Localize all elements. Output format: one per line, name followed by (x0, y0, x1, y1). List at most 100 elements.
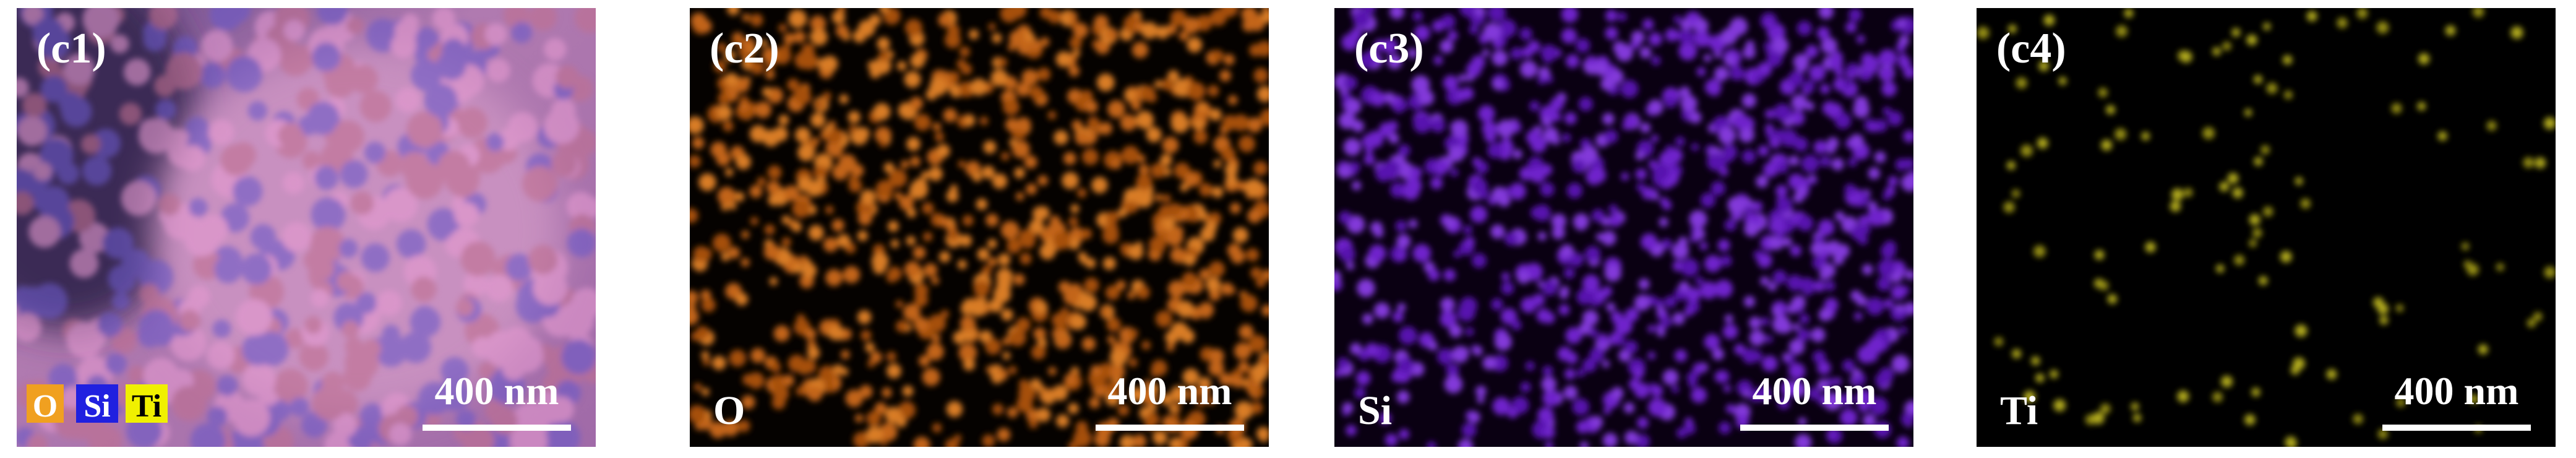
texture-dot (1487, 142, 1503, 158)
texture-dot (1483, 22, 1501, 41)
texture-dot (1183, 254, 1196, 266)
texture-dot (1678, 41, 1698, 61)
texture-dot (988, 23, 996, 31)
texture-dot (858, 20, 875, 37)
texture-dot (1238, 135, 1256, 153)
texture-dot (281, 222, 312, 252)
texture-dot (544, 108, 580, 144)
texture-dot (1577, 368, 1586, 378)
texture-dot (770, 361, 781, 373)
texture-dot (212, 319, 231, 339)
texture-dot (1198, 385, 1211, 397)
texture-dot (1475, 386, 1487, 397)
texture-dot (190, 423, 226, 447)
texture-dot (1354, 387, 1366, 399)
texture-dot (1674, 349, 1688, 362)
texture-dot (797, 144, 815, 162)
texture-dot (1254, 387, 1264, 396)
texture-dot (828, 128, 843, 144)
texture-dot (804, 328, 817, 340)
texture-dot (1589, 347, 1605, 363)
texture-dot (2523, 157, 2534, 168)
texture-dot (359, 90, 392, 123)
texture-dot (311, 288, 330, 308)
texture-dot (1221, 8, 1239, 17)
texture-dot (2141, 132, 2150, 140)
texture-dot (1491, 298, 1503, 311)
texture-dot (807, 386, 823, 402)
texture-dot (1258, 432, 1269, 443)
texture-dot (1444, 374, 1463, 394)
texture-dot (718, 92, 730, 105)
texture-dot (1222, 114, 1238, 131)
texture-dot (1501, 137, 1512, 149)
texture-dot (958, 344, 977, 362)
texture-dot (1397, 162, 1415, 179)
texture-dot (1433, 56, 1443, 65)
texture-dot (28, 215, 61, 248)
texture-dot (2212, 47, 2221, 56)
texture-dot (1125, 193, 1134, 202)
texture-dot (1105, 285, 1120, 300)
texture-dot (1448, 145, 1465, 162)
texture-dot (1667, 148, 1683, 163)
texture-dot (1657, 328, 1666, 337)
texture-dot (990, 69, 1008, 87)
texture-dot (220, 203, 250, 233)
texture-dot (690, 116, 704, 134)
texture-dot (1613, 41, 1626, 54)
texture-dot (1602, 360, 1610, 368)
texture-dot (1179, 31, 1189, 41)
texture-dot (340, 160, 368, 188)
texture-dot (486, 58, 510, 83)
texture-dot (1564, 368, 1576, 380)
texture-dot (233, 399, 270, 436)
texture-dot (32, 283, 68, 319)
texture-dot (724, 72, 739, 87)
texture-dot (1062, 171, 1079, 189)
texture-dot (1595, 233, 1604, 241)
texture-dot (1703, 54, 1712, 63)
texture-dot (998, 253, 1011, 266)
texture-dot (91, 129, 121, 158)
texture-dot (773, 325, 790, 342)
texture-dot (749, 185, 763, 198)
texture-dot (1994, 337, 2003, 347)
texture-dot (533, 270, 568, 305)
texture-dot (2031, 356, 2040, 366)
texture-dot (2114, 128, 2127, 140)
texture-dot (875, 180, 893, 198)
texture-dot (1797, 215, 1814, 231)
texture-dot (2337, 17, 2348, 28)
texture-dot (1000, 152, 1010, 161)
texture-dot (1631, 30, 1645, 45)
texture-dot (1029, 40, 1041, 51)
texture-dot (1558, 304, 1570, 316)
texture-dot (505, 253, 533, 282)
texture-dot (1849, 134, 1864, 149)
texture-dot (1167, 280, 1186, 298)
texture-dot (282, 171, 305, 194)
texture-dot (2295, 177, 2303, 185)
texture-dot (1018, 379, 1029, 390)
texture-dot (1861, 57, 1879, 75)
texture-dot (463, 271, 489, 296)
texture-dot (1024, 155, 1037, 169)
texture-dot (437, 150, 471, 183)
texture-dot (1028, 219, 1044, 235)
texture-dot (1741, 93, 1756, 108)
texture-dot (522, 166, 558, 202)
texture-dot (61, 96, 92, 127)
texture-dot (857, 310, 872, 324)
texture-dot (736, 154, 751, 170)
texture-dot (1576, 288, 1593, 305)
texture-dot (910, 53, 925, 69)
texture-dot (165, 53, 203, 90)
texture-dot (1719, 421, 1731, 434)
texture-dot (1193, 119, 1204, 130)
texture-dot (1560, 244, 1574, 259)
texture-dot (350, 191, 374, 215)
element-label: O (713, 388, 745, 433)
texture-dot (2295, 324, 2308, 337)
texture-dot (376, 290, 402, 316)
